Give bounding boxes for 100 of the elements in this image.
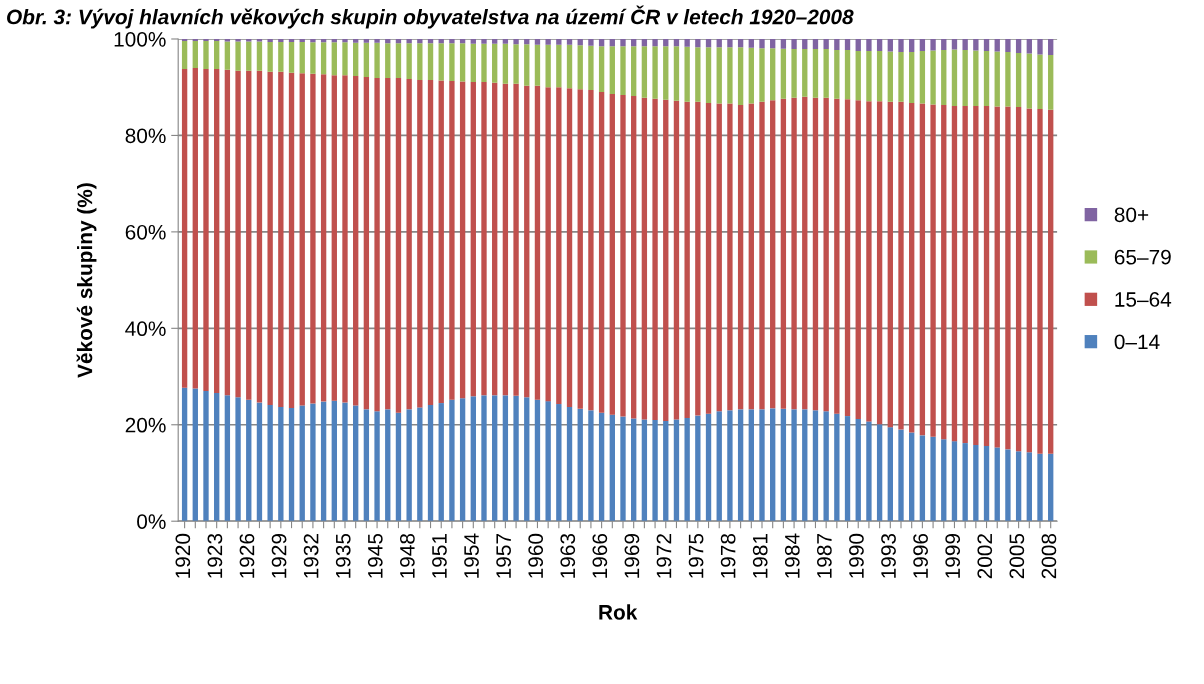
bar — [513, 38, 519, 45]
bar — [609, 414, 615, 522]
bar — [812, 97, 819, 411]
bar — [288, 407, 295, 522]
bar — [727, 47, 733, 104]
x-tick-label: 1926 — [239, 533, 255, 578]
bar — [470, 396, 476, 522]
bar — [577, 408, 583, 522]
x-tick-label: 1999 — [945, 534, 961, 578]
bar — [834, 413, 840, 522]
bar — [609, 46, 615, 94]
bar — [941, 38, 947, 51]
bar — [363, 38, 370, 43]
bar — [834, 98, 840, 414]
bar — [299, 38, 305, 42]
bar — [705, 47, 712, 104]
bar — [556, 404, 562, 522]
bar — [684, 418, 690, 522]
bar — [1037, 54, 1043, 109]
bar — [802, 409, 808, 522]
legend-label: 0–14 — [1114, 334, 1160, 350]
bar — [673, 38, 680, 47]
bar — [673, 419, 680, 522]
x-tick-label: 1984 — [784, 533, 800, 578]
bar — [288, 72, 295, 408]
bar — [844, 99, 851, 417]
bar — [1005, 106, 1011, 450]
bar — [492, 395, 498, 522]
bar — [363, 77, 370, 410]
bar — [609, 93, 615, 415]
bar — [278, 38, 284, 42]
bar — [363, 42, 370, 78]
bar — [470, 43, 476, 82]
bar — [310, 42, 316, 74]
bar — [214, 392, 220, 522]
bar — [695, 38, 701, 48]
bar — [588, 38, 594, 46]
bar — [770, 100, 776, 409]
bar — [823, 97, 829, 412]
bar — [459, 81, 466, 399]
bar — [374, 42, 380, 79]
bar — [545, 44, 551, 88]
bar — [684, 38, 690, 47]
bar — [876, 101, 883, 425]
x-tick-label: 2005 — [1009, 533, 1025, 579]
bar — [278, 41, 284, 72]
bar — [919, 435, 926, 522]
bar — [556, 44, 562, 88]
bar — [406, 38, 412, 44]
bar — [363, 409, 370, 522]
bar — [492, 43, 498, 83]
bar — [727, 38, 733, 48]
bar — [1005, 449, 1011, 522]
bar — [759, 38, 765, 49]
bar — [214, 40, 220, 69]
bar — [310, 73, 316, 404]
bar — [663, 46, 669, 100]
bar — [374, 411, 380, 522]
bar — [834, 38, 840, 51]
bar — [770, 48, 776, 101]
x-tick-label: 1975 — [688, 533, 704, 578]
bar — [1015, 451, 1022, 522]
bar — [524, 397, 530, 522]
bar — [962, 38, 968, 51]
bar — [331, 42, 337, 76]
bar — [983, 106, 990, 446]
bar — [855, 100, 861, 419]
bar — [374, 38, 380, 43]
bar — [737, 38, 744, 48]
bar — [192, 67, 198, 389]
bar — [481, 81, 487, 396]
x-tick-label: 1932 — [303, 534, 319, 578]
bar — [470, 38, 476, 44]
bar — [663, 420, 669, 522]
x-tick-label: 1990 — [849, 533, 864, 578]
bar — [994, 38, 1000, 52]
bar — [641, 97, 648, 420]
bar — [513, 44, 519, 84]
x-tick-label: 2008 — [1041, 533, 1057, 579]
bar — [770, 38, 776, 49]
bar — [256, 70, 263, 403]
bar — [427, 43, 434, 80]
bar — [353, 42, 359, 77]
bar — [652, 419, 658, 522]
bar — [855, 51, 861, 101]
bar — [802, 96, 808, 410]
bar — [427, 404, 434, 522]
bar — [652, 38, 658, 47]
bar — [973, 38, 979, 51]
bar — [492, 38, 498, 44]
bar — [1048, 38, 1054, 55]
bar — [1037, 108, 1043, 454]
bar — [481, 395, 487, 522]
x-tick-label: 1951 — [432, 534, 447, 578]
bar — [1005, 38, 1011, 53]
bar — [427, 79, 434, 405]
bar — [235, 70, 241, 398]
bar — [374, 78, 380, 412]
bar — [598, 38, 605, 47]
bar — [566, 44, 573, 89]
